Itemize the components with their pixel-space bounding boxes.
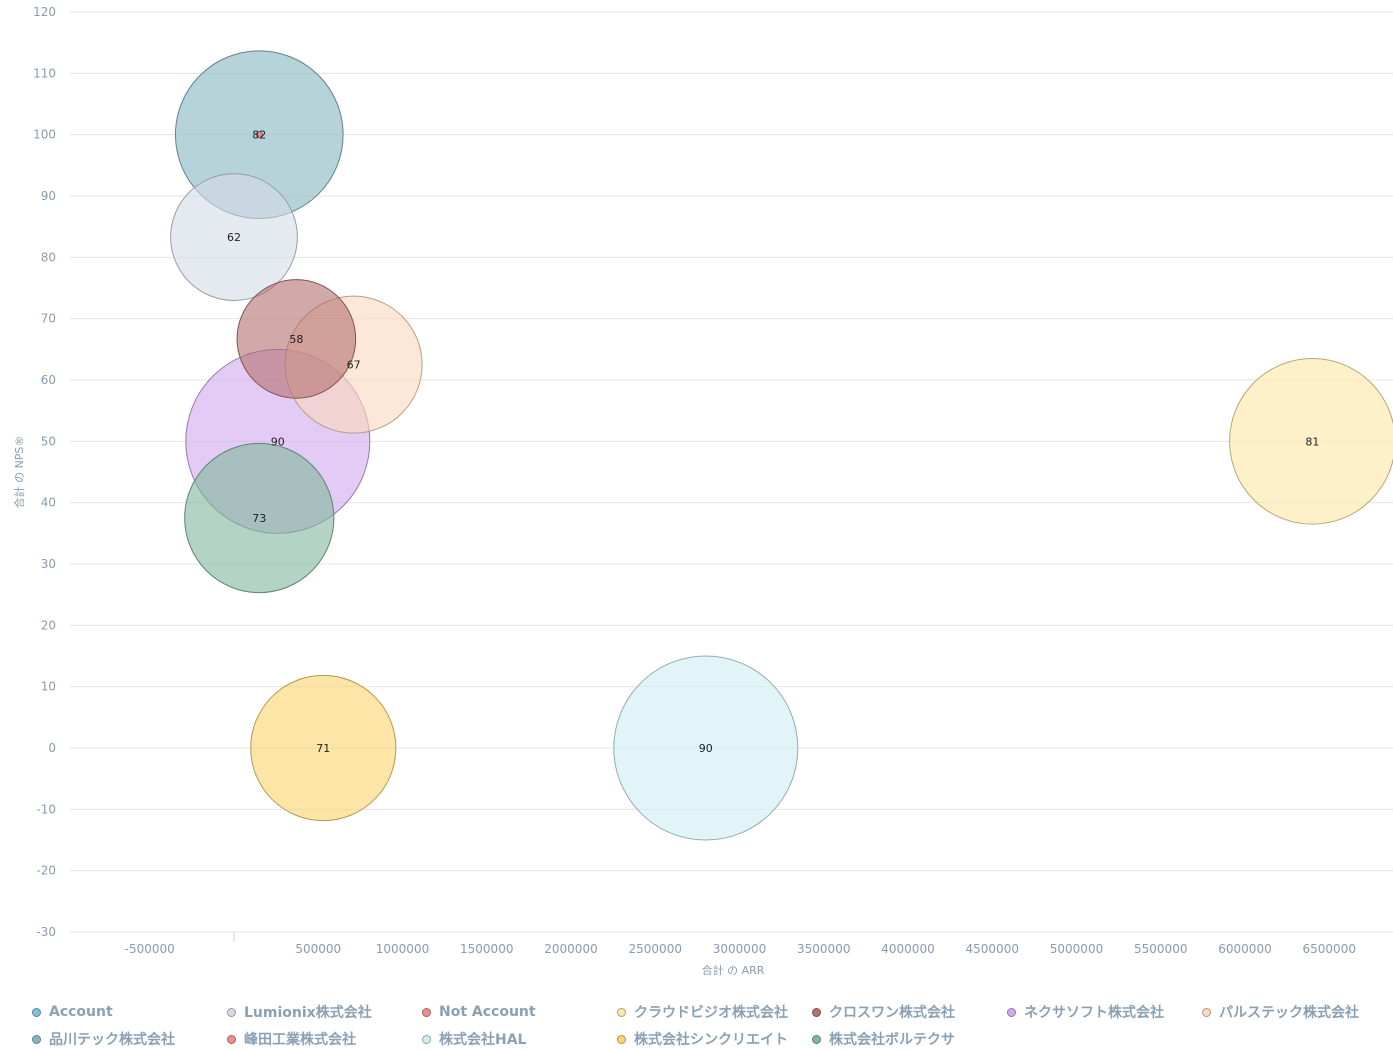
x-tick-label: 1500000 xyxy=(460,942,513,956)
legend-item[interactable]: Not Account xyxy=(422,1001,536,1023)
bubble-point xyxy=(613,655,799,841)
legend-label: Account xyxy=(49,1004,113,1020)
legend-item[interactable]: パルステック株式会社 xyxy=(1202,1001,1359,1023)
legend-item[interactable]: ネクサソフト株式会社 xyxy=(1007,1001,1164,1023)
x-tick-label: 2500000 xyxy=(629,942,682,956)
y-tick-label: -20 xyxy=(36,864,56,878)
bubble-data-label: 62 xyxy=(227,231,241,244)
x-tick-label: 5500000 xyxy=(1134,942,1187,956)
bubble-point xyxy=(250,674,397,822)
x-tick-label: 2000000 xyxy=(544,942,597,956)
legend-marker-icon xyxy=(812,1034,821,1044)
legend-marker-icon xyxy=(422,1034,431,1044)
y-tick-label: 20 xyxy=(41,618,56,632)
y-tick-label: -30 xyxy=(36,925,56,939)
x-tick-label: 5000000 xyxy=(1050,942,1103,956)
y-tick-label: 30 xyxy=(41,557,56,571)
legend-label: クロスワン株式会社 xyxy=(829,1005,955,1021)
bubble-data-label: 73 xyxy=(252,512,266,525)
bubbles xyxy=(170,50,1393,841)
legend-label: クラウドビジオ株式会社 xyxy=(634,1005,788,1021)
bubble-data-label: 81 xyxy=(1305,435,1319,448)
bubble-data-label: 82 xyxy=(252,129,266,142)
legend-label: 株式会社HAL xyxy=(439,1032,527,1048)
x-tick-label: 3000000 xyxy=(713,942,766,956)
y-tick-label: 120 xyxy=(33,5,56,19)
bubble-data-label: 67 xyxy=(347,359,361,372)
legend-marker-icon xyxy=(617,1034,626,1044)
y-tick-label: 90 xyxy=(41,189,56,203)
y-tick-label: 0 xyxy=(48,741,56,755)
legend-item[interactable]: Lumionix株式会社 xyxy=(227,1001,372,1023)
legend-marker-icon xyxy=(32,1034,41,1044)
legend-marker-icon xyxy=(227,1007,236,1017)
y-tick-label: -10 xyxy=(36,802,56,816)
bubble-point xyxy=(236,279,357,399)
legend-label: パルステック株式会社 xyxy=(1219,1005,1359,1021)
legend-marker-icon xyxy=(812,1007,821,1017)
bubble-point xyxy=(1229,358,1393,525)
x-tick-label: 500000 xyxy=(295,942,341,956)
y-tick-label: 10 xyxy=(41,680,56,694)
x-tick-label: 4000000 xyxy=(881,942,934,956)
legend-item[interactable]: クラウドビジオ株式会社 xyxy=(617,1001,788,1023)
legend-item[interactable]: クロスワン株式会社 xyxy=(812,1001,955,1023)
bubble-point xyxy=(184,442,335,594)
legend-marker-icon xyxy=(1007,1007,1016,1017)
legend-label: 峰田工業株式会社 xyxy=(244,1032,356,1048)
x-tick-label: 6000000 xyxy=(1218,942,1271,956)
legend-item[interactable]: 品川テック株式会社 xyxy=(32,1028,175,1050)
y-axis-title: 合計 の NPS® xyxy=(12,436,26,509)
y-tick-label: 80 xyxy=(41,250,56,264)
legend-marker-icon xyxy=(422,1007,431,1017)
legend-item[interactable]: 株式会社シンクリエイト xyxy=(617,1028,788,1050)
x-tick-label: -500000 xyxy=(125,942,175,956)
legend-marker-icon xyxy=(617,1007,626,1017)
legend-item[interactable]: 株式会社ボルテクサ xyxy=(812,1028,955,1050)
x-tick-label: 4500000 xyxy=(966,942,1019,956)
legend-label: 株式会社シンクリエイト xyxy=(634,1032,788,1048)
legend: Account Lumionix株式会社 Not Account クラウドビジオ株式会… xyxy=(0,1000,1393,1048)
bubble-labels: 62 81 58 90 67 82 90 71 73 xyxy=(227,129,1319,755)
legend-item[interactable]: 峰田工業株式会社 xyxy=(227,1028,356,1050)
x-tick-label: 6500000 xyxy=(1303,942,1356,956)
bubble-data-label: 71 xyxy=(316,742,330,755)
legend-item[interactable]: Account xyxy=(32,1001,113,1023)
legend-label: Not Account xyxy=(439,1004,536,1020)
x-axis-title: 合計 の ARR xyxy=(702,963,765,977)
y-tick-label: 110 xyxy=(33,66,56,80)
bubble-data-label: 90 xyxy=(699,742,713,755)
bubble-data-label: 90 xyxy=(271,435,285,448)
legend-label: 株式会社ボルテクサ xyxy=(829,1032,955,1048)
y-tick-label: 40 xyxy=(41,496,56,510)
legend-marker-icon xyxy=(227,1034,236,1044)
x-axis-ticks: -500000 500000 1000000 1500000 2000000 250000… xyxy=(125,942,1356,956)
x-tick-label: 3500000 xyxy=(797,942,850,956)
legend-item[interactable]: 株式会社HAL xyxy=(422,1028,526,1050)
y-tick-label: 60 xyxy=(41,373,56,387)
y-tick-label: 100 xyxy=(33,128,56,142)
x-tick-label: 1000000 xyxy=(376,942,429,956)
bubble-data-label: 58 xyxy=(289,333,303,346)
legend-label: 品川テック株式会社 xyxy=(49,1032,175,1048)
y-tick-label: 50 xyxy=(41,434,56,448)
y-tick-label: 70 xyxy=(41,312,56,326)
legend-marker-icon xyxy=(1202,1007,1211,1017)
legend-label: ネクサソフト株式会社 xyxy=(1024,1005,1164,1021)
legend-marker-icon xyxy=(32,1007,41,1017)
bubble-point xyxy=(255,131,263,139)
legend-label: Lumionix株式会社 xyxy=(244,1005,372,1021)
bubble-point xyxy=(170,173,298,301)
